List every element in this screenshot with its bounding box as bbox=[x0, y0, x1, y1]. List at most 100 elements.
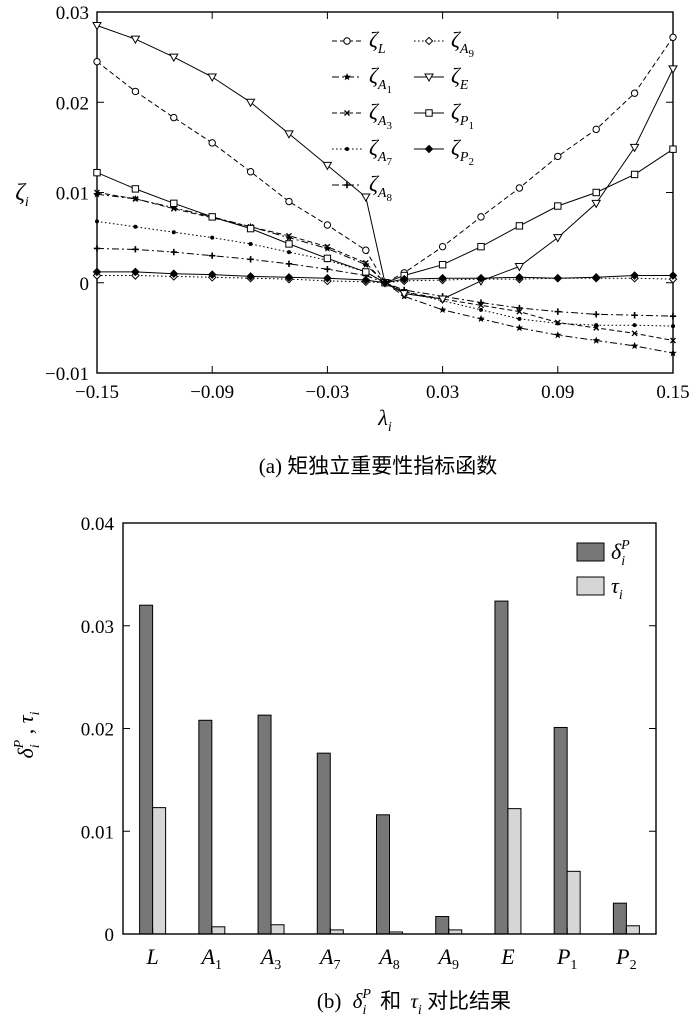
x-tick-label: A7 bbox=[318, 944, 340, 973]
legend-item: ζP2 bbox=[414, 135, 474, 168]
data-point bbox=[323, 273, 332, 283]
series-line bbox=[96, 148, 674, 284]
data-point bbox=[592, 336, 600, 344]
data-point bbox=[669, 33, 677, 41]
data-point bbox=[668, 271, 678, 280]
bar-delta bbox=[139, 604, 154, 935]
caption-b-and: 和 bbox=[380, 989, 401, 1013]
line-chart: −0.15 −0.09 −0.03 0.03 0.09 0.15 −0.01 0 0.01 0.0… bbox=[15, 3, 689, 435]
legend-swatch-marker bbox=[345, 147, 349, 151]
x-tick-label-sub: 2 bbox=[630, 958, 637, 973]
legend-swatch bbox=[576, 542, 605, 562]
legend-swatch-marker bbox=[343, 73, 351, 81]
caption-b: (b) δiP 和 τi 对比结果 bbox=[317, 979, 511, 1019]
bar-delta bbox=[435, 916, 450, 935]
legend-label: ζA3 bbox=[369, 99, 392, 132]
y-tick-label: 0.03 bbox=[56, 3, 89, 24]
legend-label: ζE bbox=[451, 63, 469, 93]
data-point bbox=[285, 233, 293, 241]
x-tick-label: A1 bbox=[200, 944, 222, 973]
legend-item: δiP bbox=[576, 538, 630, 569]
data-point bbox=[591, 273, 601, 282]
data-point bbox=[207, 270, 217, 279]
legend-label: ζA7 bbox=[369, 135, 392, 168]
y-axis-label: δiP , τi bbox=[12, 711, 43, 758]
data-point bbox=[631, 312, 638, 319]
data-point bbox=[94, 189, 100, 196]
data-point bbox=[133, 224, 138, 229]
x-tick-label-sub: 1 bbox=[215, 958, 222, 973]
data-point bbox=[477, 314, 485, 323]
bar-group-p1 bbox=[553, 726, 581, 935]
data-point bbox=[670, 337, 676, 344]
data-point bbox=[380, 278, 390, 288]
legend-label-sub: P bbox=[459, 150, 469, 165]
caption-b-suffix: 对比结果 bbox=[427, 989, 511, 1013]
legend-label-base: δ bbox=[611, 539, 622, 564]
legend-label-sub: A bbox=[377, 78, 387, 93]
legend-label-sub: P bbox=[459, 114, 469, 129]
x-tick-label: L bbox=[145, 944, 158, 969]
data-point bbox=[362, 246, 370, 254]
x-tick-label: E bbox=[500, 944, 515, 969]
data-point bbox=[630, 89, 639, 97]
data-point bbox=[668, 65, 678, 74]
bar-group-l bbox=[139, 604, 167, 935]
data-point bbox=[554, 152, 562, 161]
bar-tau bbox=[152, 807, 167, 935]
legend-label-sub: A bbox=[377, 186, 387, 201]
data-point bbox=[130, 35, 141, 45]
plot-frame bbox=[122, 522, 657, 935]
data-point bbox=[169, 269, 179, 279]
data-point bbox=[170, 248, 177, 256]
data-point bbox=[517, 316, 522, 321]
data-point bbox=[209, 252, 216, 259]
y-axis-label-tau: τ bbox=[13, 714, 38, 723]
data-point bbox=[170, 199, 178, 208]
data-point bbox=[515, 184, 524, 192]
bar-delta bbox=[257, 714, 272, 935]
legend-label-sub: L bbox=[377, 42, 386, 57]
data-point bbox=[632, 323, 637, 328]
data-point bbox=[248, 241, 253, 246]
legend-label-sub: i bbox=[621, 554, 625, 569]
x-tick-label-base: A bbox=[200, 944, 216, 969]
bar-group-a3 bbox=[257, 714, 285, 935]
x-tick-label: A3 bbox=[259, 944, 281, 973]
legend-label-base: ζ bbox=[369, 135, 380, 160]
data-point bbox=[168, 53, 179, 63]
x-tick-label: A8 bbox=[377, 944, 399, 973]
x-tick-label-base: P bbox=[556, 944, 570, 969]
x-tick-label-base: P bbox=[615, 944, 629, 969]
legend-swatch-marker bbox=[425, 109, 433, 117]
y-tick-label: 0 bbox=[105, 925, 115, 946]
data-point bbox=[360, 193, 371, 203]
legend-item: ζA7 bbox=[332, 135, 392, 168]
data-point bbox=[516, 304, 523, 312]
legend-label-base: ζ bbox=[369, 99, 380, 124]
bar-delta bbox=[376, 814, 390, 935]
data-point bbox=[593, 311, 600, 318]
data-point bbox=[594, 323, 599, 328]
legend-label: τi bbox=[611, 573, 623, 603]
y-tick-label: 0.01 bbox=[81, 822, 114, 843]
legend-swatch-marker bbox=[424, 73, 434, 83]
x-tick-label-sub: 3 bbox=[274, 958, 281, 973]
data-point bbox=[669, 349, 677, 357]
data-point bbox=[323, 221, 332, 229]
x-tick-label: 0.15 bbox=[656, 382, 689, 403]
data-point bbox=[516, 308, 523, 315]
x-tick-label: P1 bbox=[556, 944, 577, 973]
legend-label: ζP2 bbox=[451, 135, 474, 168]
bar-group-a1 bbox=[198, 719, 226, 935]
data-point bbox=[477, 242, 485, 251]
bar-delta bbox=[198, 719, 213, 935]
data-point bbox=[630, 271, 639, 280]
legend-item: ζL bbox=[332, 27, 386, 57]
caption-b-delta: δ bbox=[353, 989, 364, 1013]
data-point bbox=[95, 219, 99, 224]
x-tick-label-sub: 7 bbox=[334, 958, 341, 973]
y-axis-label-delta-sup: P bbox=[12, 739, 27, 749]
